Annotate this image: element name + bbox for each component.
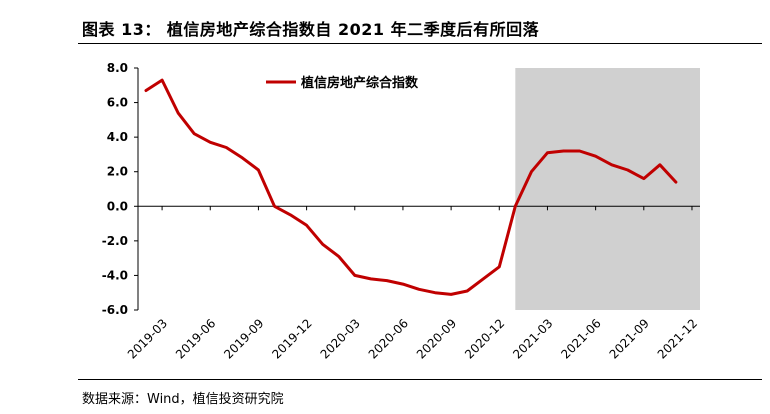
y-tick-label: 4.0 bbox=[107, 130, 128, 144]
x-tick-label: 2019-06 bbox=[173, 316, 218, 361]
series-line bbox=[144, 78, 678, 296]
x-tick-label: 2021-06 bbox=[558, 316, 603, 361]
chart-title: 图表 13： 植信房地产综合指数自 2021 年二季度后有所回落 bbox=[82, 20, 540, 39]
shaded-period bbox=[515, 68, 700, 310]
x-tick-label: 2021-03 bbox=[510, 316, 555, 361]
y-tick-label: 0.0 bbox=[107, 199, 128, 213]
y-tick-label: 6.0 bbox=[107, 96, 128, 110]
y-tick-label: -4.0 bbox=[102, 268, 128, 282]
y-tick-label: 2.0 bbox=[107, 165, 128, 179]
source-note: 数据来源：Wind，植信投资研究院 bbox=[82, 392, 284, 407]
x-tick-label: 2020-12 bbox=[462, 316, 507, 361]
y-tick-label: -2.0 bbox=[102, 234, 128, 248]
x-tick-label: 2021-09 bbox=[607, 316, 652, 361]
y-tick-label: 8.0 bbox=[107, 61, 128, 75]
x-tick-label: 2020-06 bbox=[366, 316, 411, 361]
x-tick-label: 2020-03 bbox=[318, 316, 363, 361]
y-tick-label: -6.0 bbox=[102, 303, 128, 317]
bottom-divider bbox=[78, 379, 762, 380]
top-divider bbox=[78, 43, 762, 44]
x-tick-label: 2021-12 bbox=[655, 316, 700, 361]
x-tick-label: 2019-12 bbox=[269, 316, 314, 361]
x-tick-label: 2019-03 bbox=[125, 316, 170, 361]
x-tick-label: 2019-09 bbox=[221, 316, 266, 361]
legend-label: 植信房地产综合指数 bbox=[300, 75, 419, 91]
x-tick-label: 2020-09 bbox=[414, 316, 459, 361]
